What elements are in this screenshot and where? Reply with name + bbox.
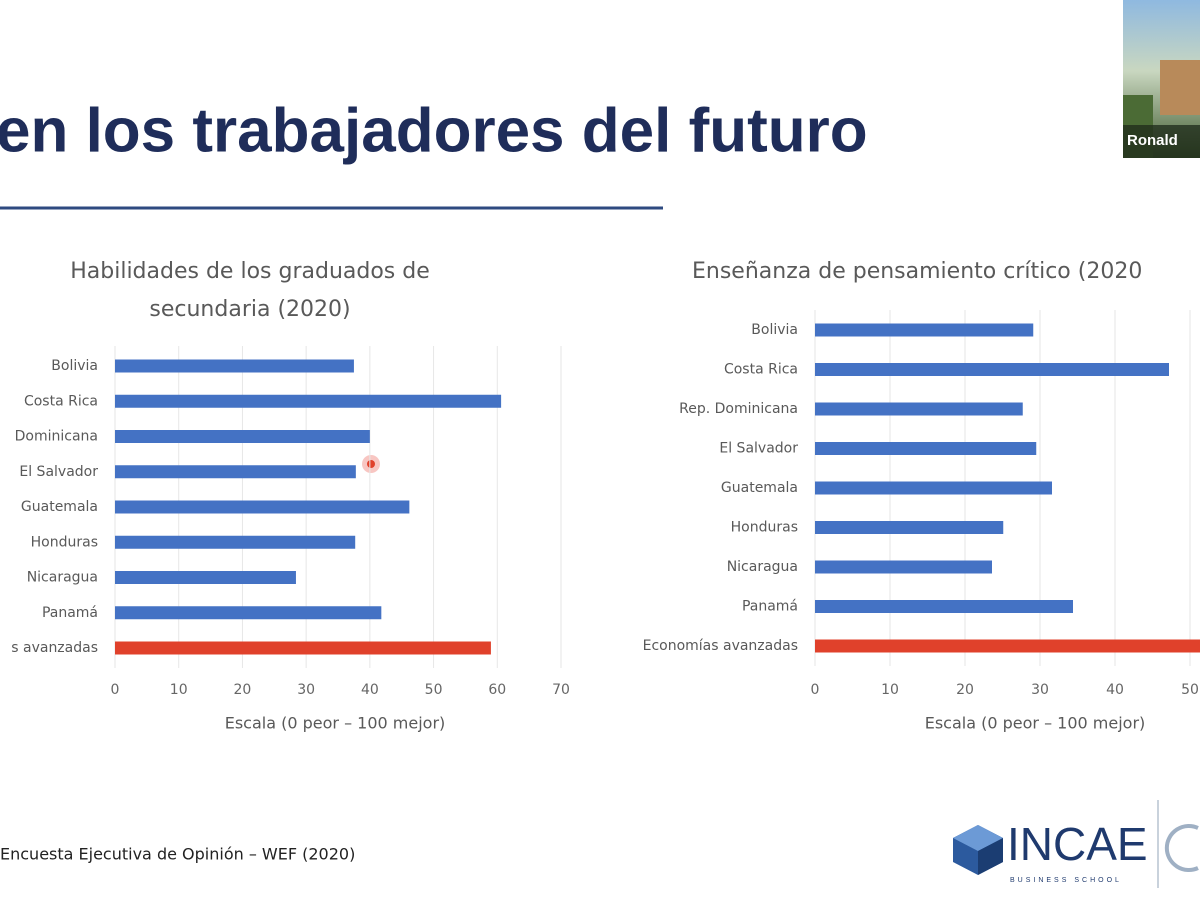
bar [115, 430, 370, 443]
category-label: s avanzadas [11, 640, 98, 656]
x-tick-label: 0 [811, 682, 820, 698]
bar [815, 363, 1169, 376]
x-tick-label: 60 [488, 682, 506, 698]
bar [815, 481, 1052, 495]
x-tick-label: 10 [881, 682, 899, 698]
slide-title: en los trabajadores del futuro [0, 96, 868, 165]
category-label: Dominicana [15, 429, 98, 445]
category-label: Rep. Dominicana [679, 401, 798, 417]
category-label: Guatemala [721, 480, 798, 496]
bar [115, 465, 356, 479]
category-label: Honduras [731, 520, 798, 536]
category-label: El Salvador [719, 441, 798, 457]
bar [115, 359, 354, 373]
x-tick-label: 20 [234, 682, 252, 698]
category-label: El Salvador [19, 464, 98, 480]
logo-tagline: BUSINESS SCHOOL [1010, 877, 1122, 884]
participant-name: Ronald [1127, 132, 1178, 149]
chart-title: Habilidades de los graduados de secundar… [70, 259, 430, 322]
logo: INCAE BUSINESS SCHOOL [953, 800, 1199, 888]
category-label: Panamá [742, 599, 798, 615]
category-label: Panamá [42, 605, 98, 621]
bar [115, 394, 502, 408]
category-label: Costa Rica [24, 393, 98, 409]
cursor [367, 460, 375, 468]
bar [815, 521, 1004, 534]
x-tick-label: 30 [297, 682, 315, 698]
bar [115, 535, 356, 549]
bar [815, 560, 992, 574]
bar [115, 606, 382, 620]
x-tick-label: 10 [170, 682, 188, 698]
x-tick-label: 40 [1106, 682, 1124, 698]
category-label: Economías avanzadas [643, 638, 798, 654]
bar [115, 571, 296, 584]
chart-title: Enseñanza de pensamiento crítico (2020 [692, 259, 1143, 284]
logo-name: INCAE [1007, 818, 1148, 870]
bar [115, 500, 410, 514]
x-tick-label: 50 [1181, 682, 1199, 698]
category-label: Costa Rica [724, 362, 798, 378]
x-tick-label: 70 [552, 682, 570, 698]
bar [815, 323, 1034, 337]
category-label: Bolivia [51, 358, 98, 374]
bar [815, 402, 1023, 416]
video-thumbnail: Ronald [1123, 0, 1200, 158]
category-label: Bolivia [751, 322, 798, 338]
x-tick-label: 0 [111, 682, 120, 698]
x-tick-label: 30 [1031, 682, 1049, 698]
bar [815, 600, 1073, 613]
bar [815, 639, 1200, 653]
bar [115, 641, 491, 655]
source-note: Encuesta Ejecutiva de Opinión – WEF (202… [0, 845, 355, 864]
x-tick-label: 50 [425, 682, 443, 698]
category-label: Nicaragua [27, 570, 98, 586]
x-tick-label: 40 [361, 682, 379, 698]
category-label: Honduras [31, 534, 98, 550]
x-axis-label: Escala (0 peor – 100 mejor) [925, 714, 1146, 733]
category-label: Guatemala [21, 499, 98, 515]
category-label: Nicaragua [727, 559, 798, 575]
bar [815, 442, 1037, 455]
x-tick-label: 20 [956, 682, 974, 698]
x-axis-label: Escala (0 peor – 100 mejor) [225, 714, 446, 733]
